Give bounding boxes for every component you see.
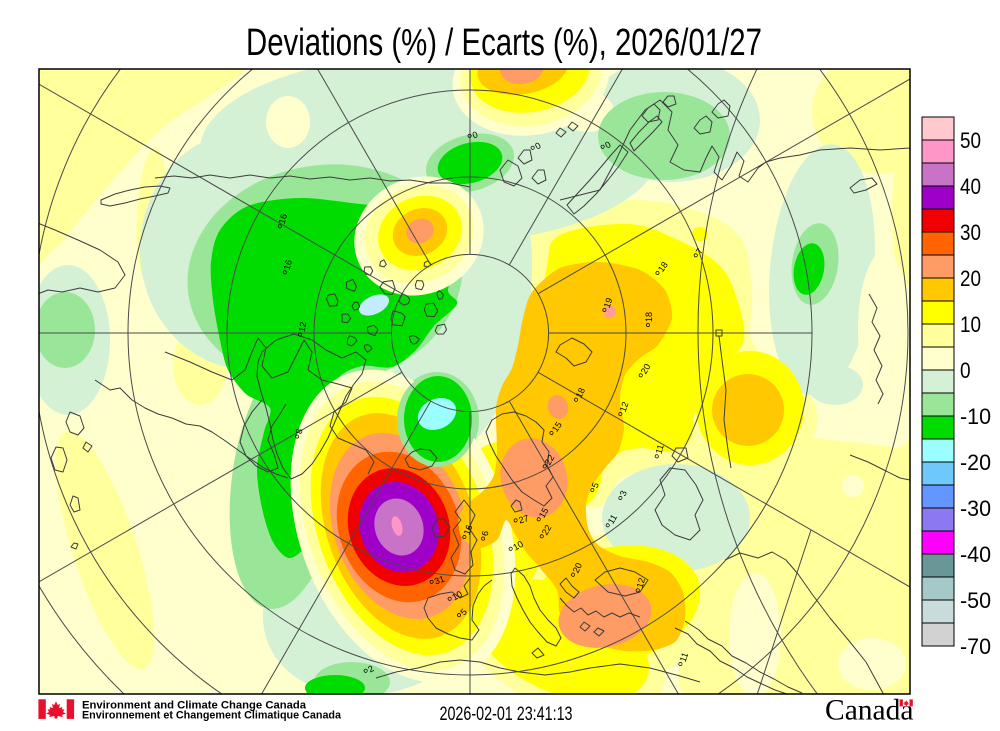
svg-text:20: 20 xyxy=(571,561,584,574)
svg-text:-10: -10 xyxy=(960,404,991,429)
svg-text:-50: -50 xyxy=(960,588,991,613)
svg-text:18: 18 xyxy=(574,386,587,399)
svg-text:-20: -20 xyxy=(960,450,991,475)
svg-text:0: 0 xyxy=(603,139,612,150)
svg-text:12: 12 xyxy=(297,321,309,333)
svg-text:5: 5 xyxy=(590,481,601,489)
svg-text:20: 20 xyxy=(639,362,653,376)
svg-text:30: 30 xyxy=(960,220,981,245)
svg-text:40: 40 xyxy=(960,174,981,199)
svg-text:15: 15 xyxy=(537,506,551,520)
svg-text:11: 11 xyxy=(654,443,666,455)
svg-text:27: 27 xyxy=(518,513,530,525)
svg-text:10: 10 xyxy=(450,589,464,603)
svg-text:16: 16 xyxy=(282,259,294,271)
svg-text:Canada: Canada xyxy=(825,695,913,727)
svg-text:22: 22 xyxy=(540,523,554,537)
svg-text:2: 2 xyxy=(366,663,375,674)
svg-text:0: 0 xyxy=(960,358,971,383)
svg-text:50: 50 xyxy=(960,128,981,153)
svg-text:2026-02-01 23:41:13: 2026-02-01 23:41:13 xyxy=(440,703,573,725)
svg-text:20: 20 xyxy=(960,266,981,291)
svg-text:0: 0 xyxy=(471,129,479,140)
svg-text:7: 7 xyxy=(694,246,705,255)
svg-text:0: 0 xyxy=(533,140,542,151)
svg-text:-40: -40 xyxy=(960,542,991,567)
svg-text:Environnement et Changement Cl: Environnement et Changement Climatique C… xyxy=(82,709,342,721)
svg-text:18: 18 xyxy=(656,260,670,274)
svg-text:Deviations (%) / Ecarts (%), 2: Deviations (%) / Ecarts (%), 2026/01/27 xyxy=(246,22,762,64)
svg-text:6: 6 xyxy=(480,530,491,537)
svg-text:5: 5 xyxy=(458,607,469,618)
svg-text:11: 11 xyxy=(606,513,619,526)
svg-text:19: 19 xyxy=(602,296,615,309)
svg-text:16: 16 xyxy=(277,213,289,225)
svg-text:10: 10 xyxy=(511,539,525,553)
svg-text:-70: -70 xyxy=(960,634,991,659)
svg-text:11: 11 xyxy=(678,651,691,663)
svg-text:16: 16 xyxy=(462,523,475,536)
svg-text:12: 12 xyxy=(635,577,647,589)
svg-text:10: 10 xyxy=(960,312,981,337)
svg-text:Environment and Climate Change: Environment and Climate Change Canada xyxy=(82,700,307,712)
svg-text:-30: -30 xyxy=(960,496,991,521)
svg-text:3: 3 xyxy=(618,489,629,497)
svg-text:31: 31 xyxy=(433,574,446,587)
svg-text:8: 8 xyxy=(294,428,305,435)
svg-text:15: 15 xyxy=(550,420,564,434)
svg-text:18: 18 xyxy=(644,312,654,322)
svg-text:12: 12 xyxy=(618,400,631,413)
svg-text:22: 22 xyxy=(543,453,557,467)
